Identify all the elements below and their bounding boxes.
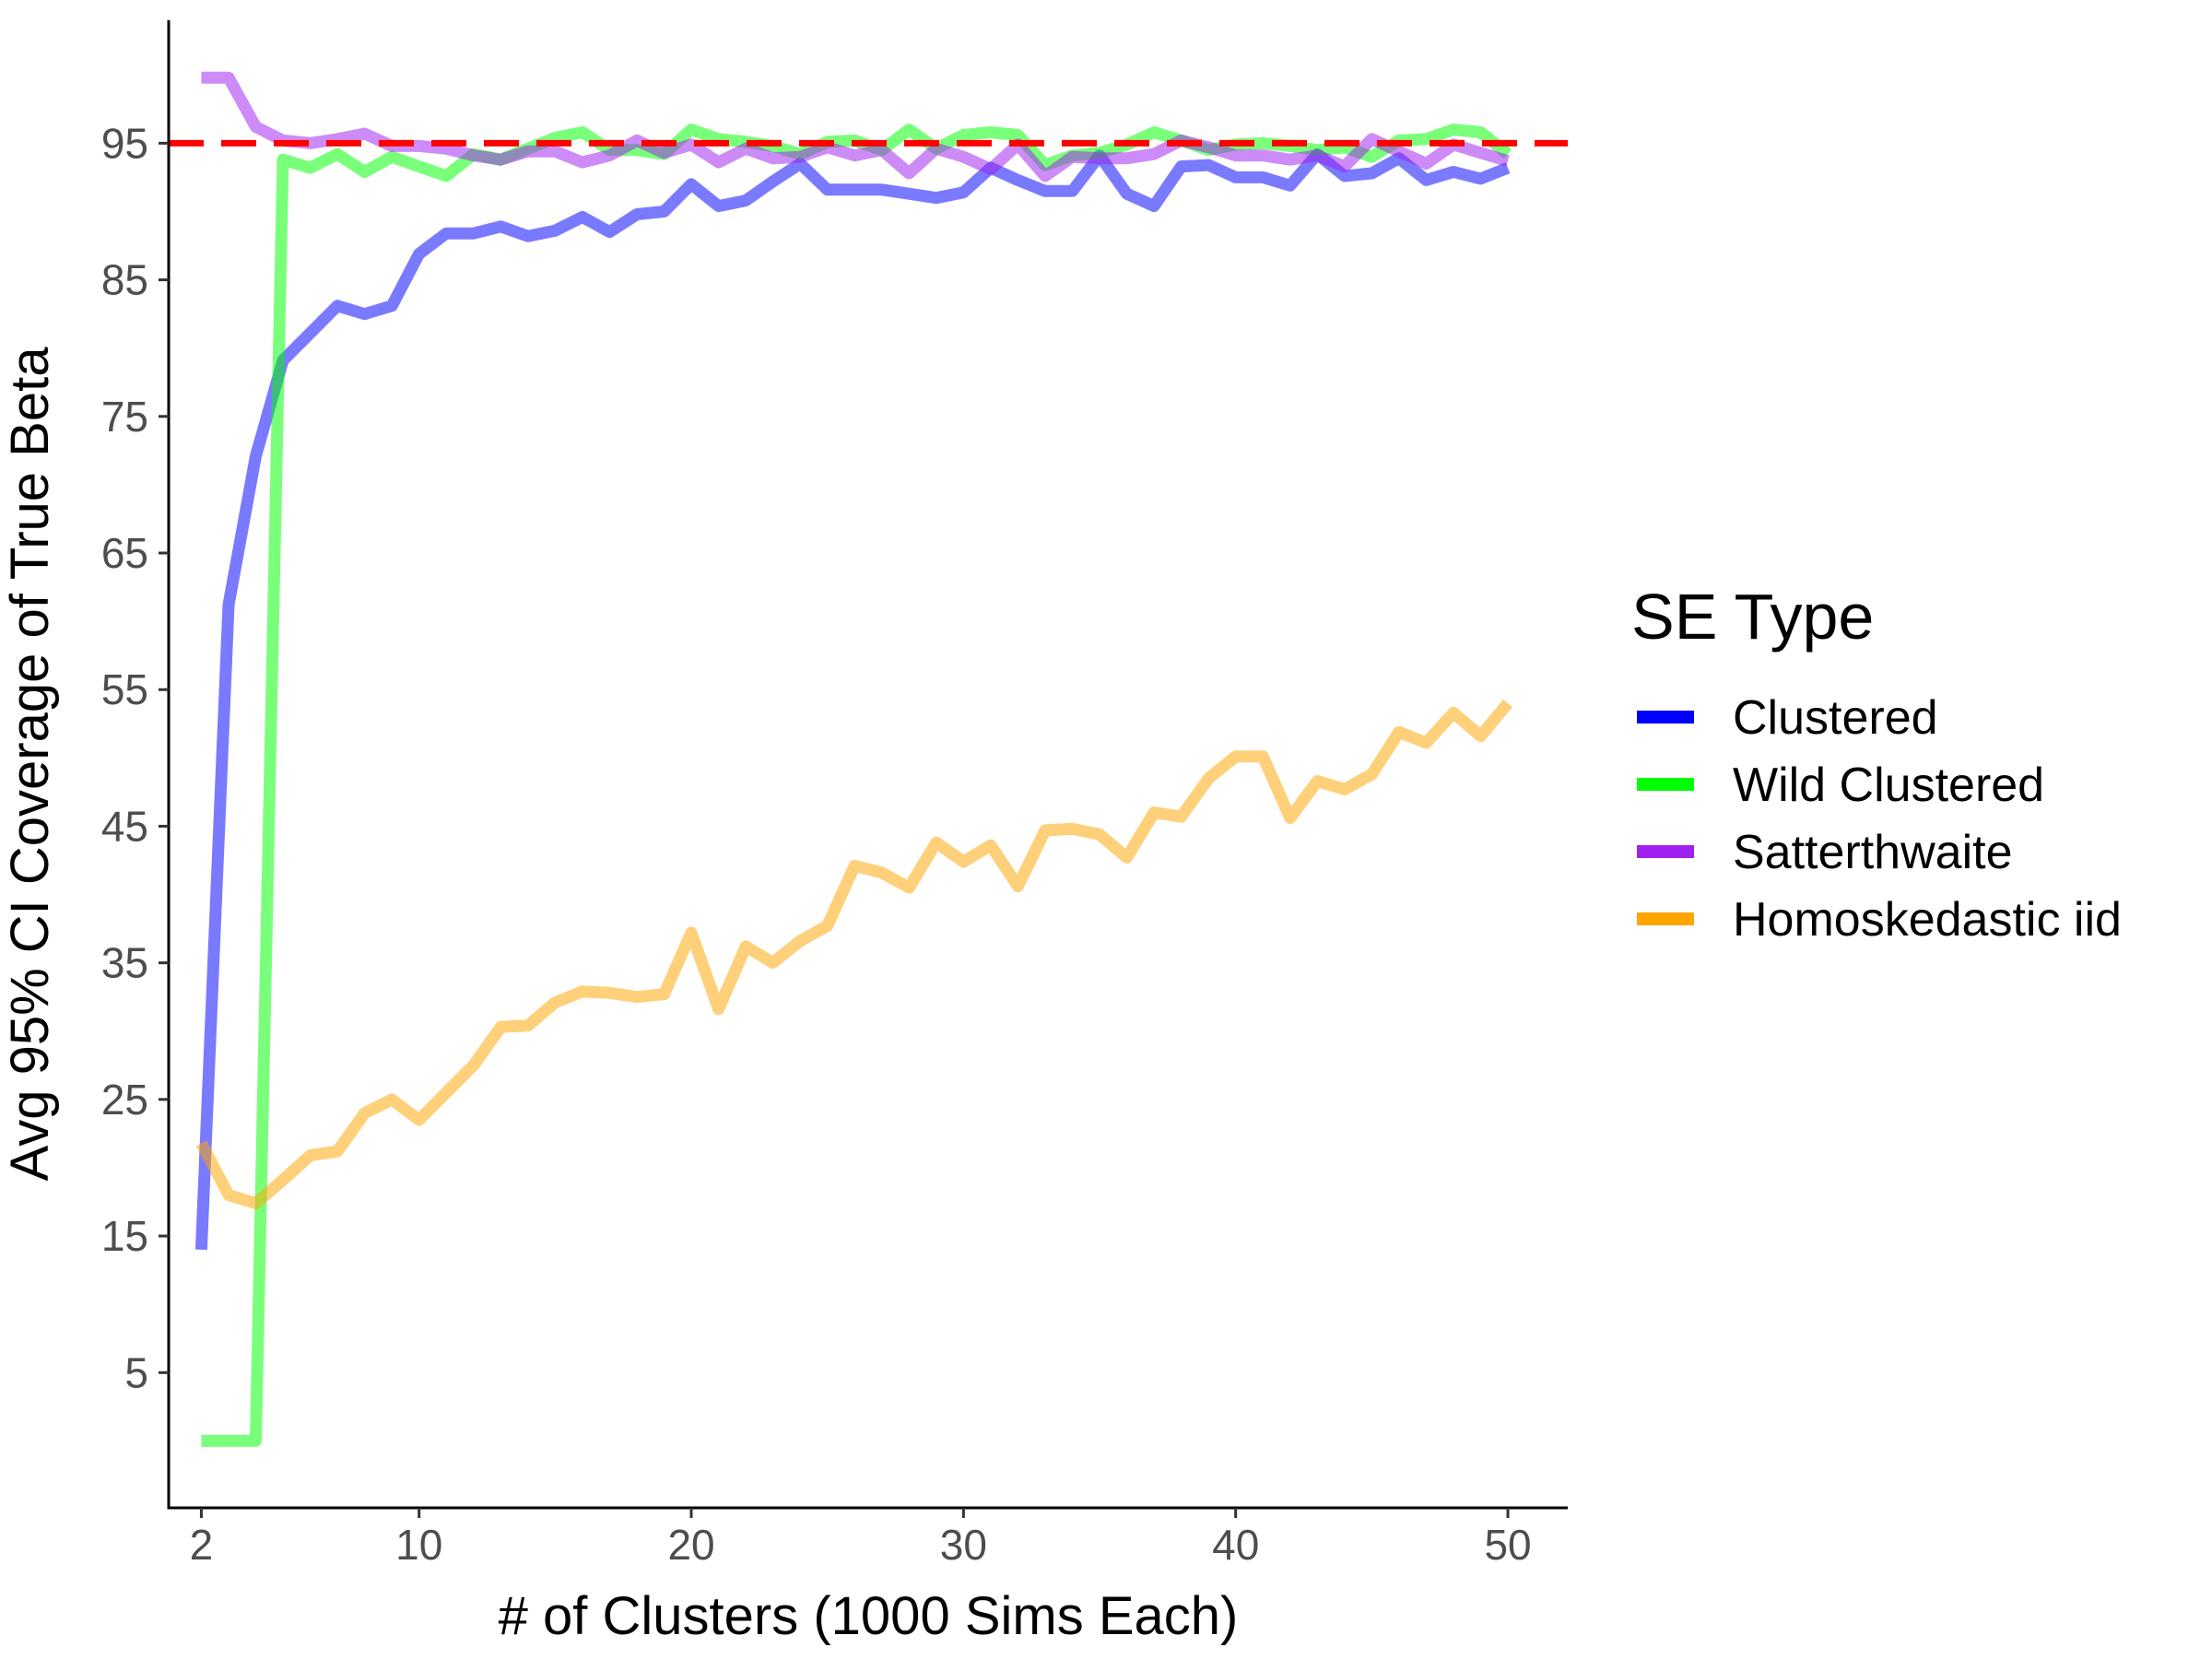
legend-key-homoskedastic-iid [1637,912,1694,925]
y-tick-label: 35 [101,939,148,987]
legend: SE Type Clustered Wild Clustered Satterthw… [1631,581,2122,947]
y-tick-label: 45 [101,802,148,850]
series-line-clustered [194,147,1511,1251]
x-tick-label: 30 [940,1521,987,1569]
x-axis-ticks: 2 10 20 30 40 50 [190,1508,1532,1569]
y-tick-label: 85 [101,256,148,304]
legend-label: Satterthwaite [1733,826,2013,879]
x-tick-label: 2 [190,1521,214,1569]
y-axis-title: Avg 95% CI Coverage of True Beta [0,347,60,1182]
y-tick-label: 95 [101,119,148,167]
y-tick-label: 25 [101,1076,148,1124]
legend-key-satterthwaite [1637,845,1694,858]
legend-label: Clustered [1733,691,1938,745]
y-axis-ticks: 5 15 25 35 45 55 65 75 85 95 [101,119,169,1396]
x-tick-label: 20 [667,1521,714,1569]
x-axis-title: # of Clusters (1000 Sims Each) [499,1586,1239,1646]
series-line-satterthwaite [201,71,1510,182]
x-tick-label: 10 [395,1521,442,1569]
legend-label: Homoskedastic iid [1733,893,2122,947]
legend-title: SE Type [1631,581,1874,653]
legend-key-clustered [1637,711,1694,724]
x-tick-label: 40 [1212,1521,1259,1569]
x-tick-label: 50 [1484,1521,1531,1569]
legend-label: Wild Clustered [1733,759,2044,812]
y-tick-label: 65 [101,529,148,577]
series-line-homoskedastic-iid [195,699,1513,1209]
y-tick-label: 75 [101,393,148,441]
legend-key-wild-clustered [1637,778,1694,791]
y-tick-label: 5 [124,1348,148,1396]
y-tick-label: 15 [101,1212,148,1260]
y-tick-label: 55 [101,665,148,713]
